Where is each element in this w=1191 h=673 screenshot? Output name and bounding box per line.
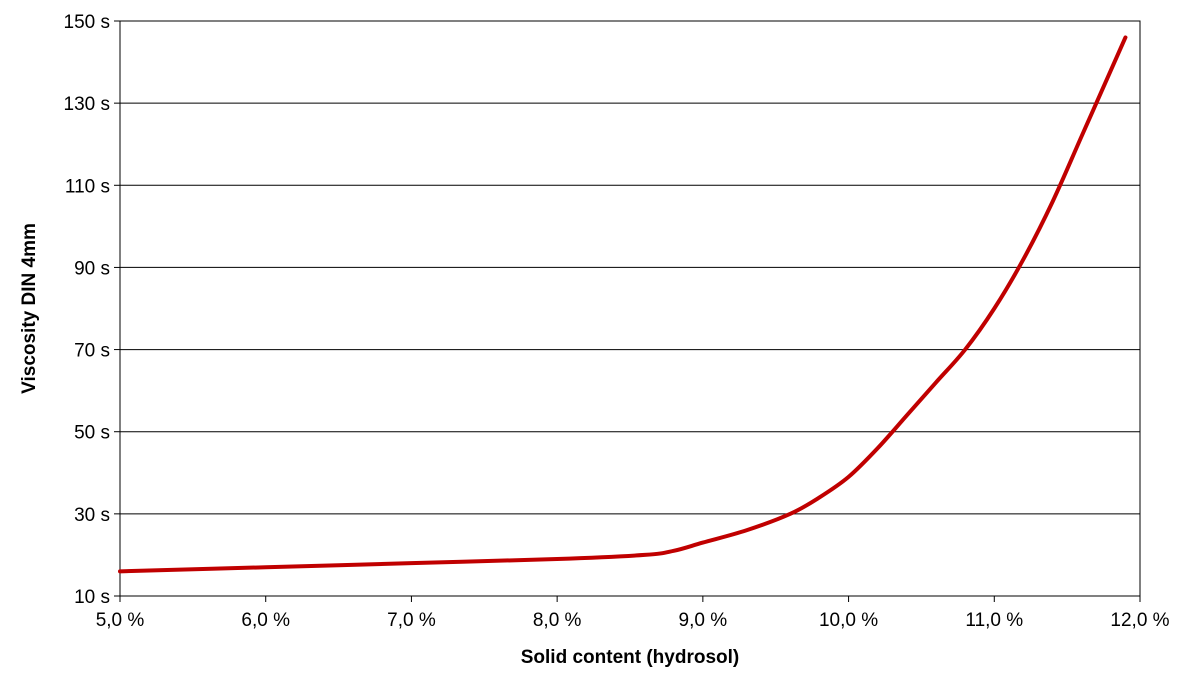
x-tick-label: 8,0 % [533,610,582,631]
x-tick-label: 11,0 % [965,610,1023,631]
y-axis-ticks: 10 s 30 s 50 s 70 s 90 s 110 s 130 s 150 s [64,12,120,608]
x-tick-label: 7,0 % [387,610,436,631]
y-tick-label: 70 s [74,341,110,362]
x-tick-label: 5,0 % [96,610,145,631]
y-tick-label: 150 s [64,12,110,33]
x-tick-label: 9,0 % [679,610,728,631]
x-axis-title: Solid content (hydrosol) [521,647,740,668]
x-tick-label: 6,0 % [241,610,290,631]
series-line-0 [118,35,1128,574]
y-tick-label: 50 s [74,423,110,444]
y-tick-label: 130 s [64,94,110,115]
y-tick-label: 110 s [65,176,110,197]
y-tick-label: 10 s [74,587,110,608]
x-axis-ticks: 5,0 % 6,0 % 7,0 % 8,0 % 9,0 % 10,0 % 11,0 % 12,… [96,596,1170,631]
y-tick-label: 90 s [74,258,110,279]
x-tick-label: 12,0 % [1110,610,1169,631]
y-axis-title: Viscosity DIN 4mm [19,223,40,394]
y-tick-label: 30 s [74,505,110,526]
plot-area [119,20,1141,597]
series-layer [118,35,1128,574]
grid-lines [120,20,1140,515]
x-tick-label: 10,0 % [819,610,878,631]
